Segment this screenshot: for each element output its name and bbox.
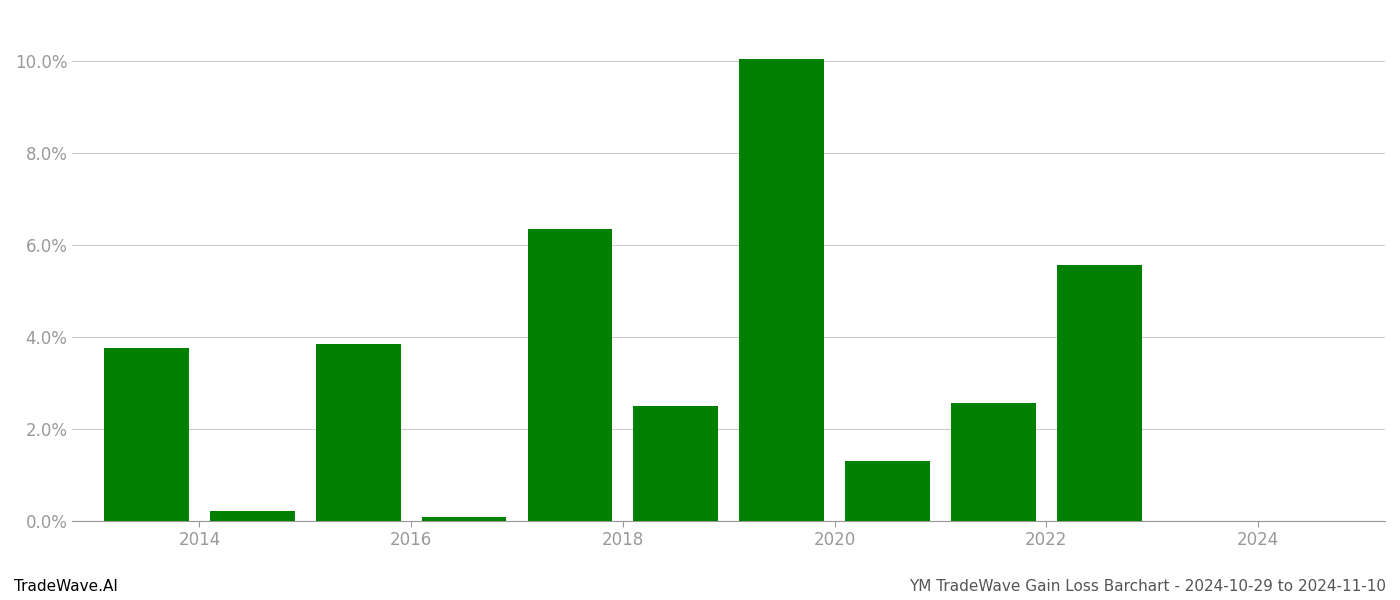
Bar (846, 461, 930, 521)
Bar (739, 59, 825, 521)
Bar (528, 229, 612, 521)
Bar (1057, 265, 1141, 521)
Text: YM TradeWave Gain Loss Barchart - 2024-10-29 to 2024-11-10: YM TradeWave Gain Loss Barchart - 2024-1… (909, 579, 1386, 594)
Text: TradeWave.AI: TradeWave.AI (14, 579, 118, 594)
Bar (104, 348, 189, 521)
Bar (421, 517, 507, 521)
Bar (210, 511, 294, 521)
Bar (316, 344, 400, 521)
Bar (633, 406, 718, 521)
Bar (951, 403, 1036, 521)
